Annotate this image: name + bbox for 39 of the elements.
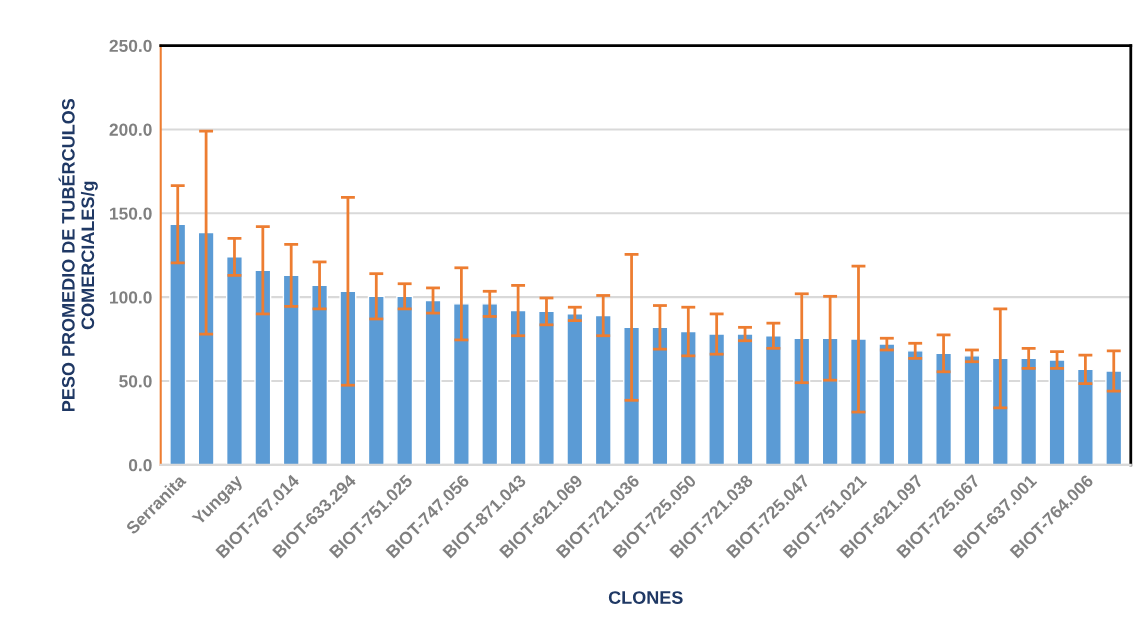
y-tick-label: 100.0 [110,291,152,304]
bar [594,314,612,465]
y-tick-label: 150.0 [110,207,152,220]
bar [1105,370,1123,465]
y-tick-label: 50.0 [119,375,152,388]
bar [736,333,754,465]
bar [481,303,499,465]
bar [1076,368,1094,465]
bar [878,343,896,465]
bar [254,269,272,465]
x-axis-title: CLONES [608,591,683,604]
bar [821,337,839,465]
bar [339,290,357,465]
bar [679,330,697,465]
bar [1020,357,1038,465]
bar [764,335,782,465]
bar [963,355,981,465]
bar [935,352,953,465]
bar [169,223,187,465]
bar [537,310,555,465]
bar [452,303,470,465]
bar [793,337,811,465]
bar [651,326,669,465]
bar [396,295,414,465]
bar [566,313,584,465]
bar [708,333,726,465]
y-tick-label: 0.0 [128,459,152,472]
bar [367,295,385,465]
bar [225,256,243,465]
bar [424,299,442,465]
bar [906,350,924,465]
bar [311,284,329,465]
y-axis-title: PESO PROMEDIO DE TUBÉRCULOS COMERCIALES/g [58,98,98,412]
bar [282,274,300,465]
y-tick-label: 200.0 [109,123,152,136]
bar [197,231,215,465]
bar [509,309,527,465]
bar [1048,359,1066,465]
y-tick-label: 250.0 [109,39,152,53]
